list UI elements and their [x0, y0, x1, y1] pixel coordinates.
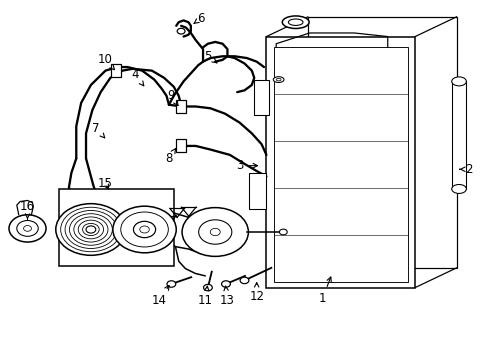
- Text: 15: 15: [98, 177, 113, 190]
- Text: 3: 3: [235, 159, 257, 172]
- Text: 8: 8: [165, 149, 175, 165]
- Circle shape: [113, 206, 176, 253]
- Circle shape: [177, 28, 184, 34]
- Text: 10: 10: [98, 53, 114, 70]
- Circle shape: [221, 281, 230, 287]
- Bar: [451, 81, 466, 189]
- Ellipse shape: [282, 16, 308, 28]
- Ellipse shape: [451, 77, 466, 86]
- Text: 6: 6: [194, 12, 204, 25]
- Bar: [254, 80, 268, 116]
- Bar: [266, 37, 414, 288]
- Bar: [176, 100, 185, 113]
- Circle shape: [210, 228, 220, 236]
- Ellipse shape: [273, 77, 284, 82]
- Text: 14: 14: [151, 285, 169, 307]
- Text: 13: 13: [220, 286, 234, 307]
- Bar: [176, 139, 185, 152]
- Bar: [307, 17, 456, 268]
- Circle shape: [203, 284, 212, 291]
- Circle shape: [133, 221, 155, 238]
- Circle shape: [140, 226, 149, 233]
- Circle shape: [17, 221, 38, 236]
- Ellipse shape: [451, 184, 466, 193]
- Circle shape: [166, 281, 175, 287]
- Text: 11: 11: [198, 286, 213, 307]
- Text: 9: 9: [167, 89, 178, 105]
- Circle shape: [198, 220, 231, 244]
- Circle shape: [86, 226, 96, 233]
- Ellipse shape: [288, 19, 303, 26]
- Circle shape: [279, 229, 286, 235]
- Text: 16: 16: [20, 201, 35, 219]
- Text: 2: 2: [459, 163, 471, 176]
- Circle shape: [23, 226, 31, 231]
- Circle shape: [240, 277, 248, 284]
- Circle shape: [56, 204, 126, 255]
- Ellipse shape: [276, 78, 281, 81]
- Text: 7: 7: [92, 122, 104, 138]
- Bar: [111, 64, 121, 77]
- Text: 5: 5: [204, 50, 217, 63]
- Text: 4: 4: [131, 68, 143, 86]
- Bar: [273, 47, 407, 282]
- Text: 1: 1: [318, 277, 330, 305]
- Text: 12: 12: [249, 283, 264, 303]
- Bar: [59, 189, 173, 266]
- Circle shape: [182, 208, 248, 256]
- Bar: [249, 173, 266, 209]
- Circle shape: [9, 215, 46, 242]
